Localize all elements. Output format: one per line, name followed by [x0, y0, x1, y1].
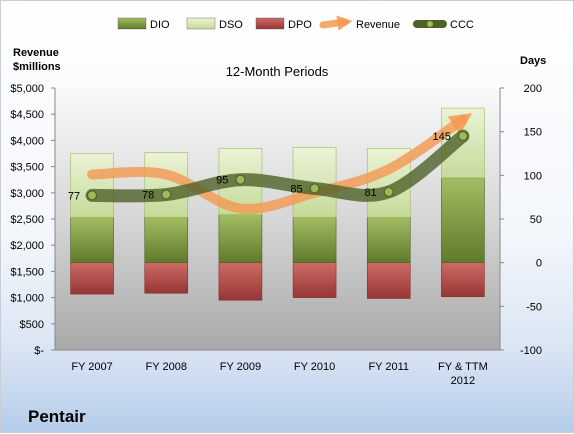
legend-dio-swatch [117, 17, 147, 30]
left-axis-title-line1: Revenue [13, 47, 59, 59]
category-label-line2: 2012 [451, 375, 475, 387]
right-tick-label: 50 [530, 214, 542, 226]
left-tick-label: $1,000 [10, 293, 44, 305]
dpo-bar [218, 262, 263, 301]
ccc-data-label: 95 [216, 175, 228, 187]
left-tick-label: $4,000 [10, 135, 44, 147]
legend-label: DIO [150, 19, 170, 31]
dio-bar [441, 177, 485, 263]
left-tick-label: $500 [20, 319, 44, 331]
dpo-bar [292, 262, 337, 298]
left-tick-label: $3,500 [10, 162, 44, 174]
left-axis-ticks: $- $500 $1,000 $1,500 $2,000 $2,500 $3,000 $3,5… [10, 83, 55, 357]
revenue-line [87, 113, 473, 214]
dio-bar [70, 216, 114, 263]
ccc-line [85, 129, 470, 203]
dpo-bar [144, 262, 189, 294]
left-tick-label: $1,500 [10, 266, 44, 278]
right-tick-label: 150 [524, 127, 542, 139]
legend-label: DSO [219, 19, 243, 31]
legend-label: Revenue [356, 19, 400, 31]
left-tick-label: $3,000 [10, 188, 44, 200]
legend-revenue-swatch [319, 15, 353, 31]
ccc-point [161, 189, 172, 200]
plot-area [55, 88, 500, 350]
right-axis-ticks: -100 -50 0 50 100 150 200 [500, 83, 542, 357]
right-tick-label: -100 [520, 345, 542, 357]
right-tick-label: 200 [524, 83, 542, 95]
left-tick-label: $4,500 [10, 109, 44, 121]
company-name: Pentair [28, 407, 86, 426]
ccc-data-label: 85 [290, 183, 302, 195]
legend-ccc-marker [426, 20, 434, 28]
legend-label: DPO [288, 19, 312, 31]
dio-bar [218, 214, 263, 263]
category-label: FY 2007 [71, 361, 112, 373]
right-tick-label: -50 [526, 301, 542, 313]
revenue-series [87, 113, 473, 214]
ccc-data-label: 145 [433, 131, 451, 143]
dio-bar [144, 216, 189, 263]
dpo-bar [441, 262, 485, 298]
left-tick-label: $2,000 [10, 240, 44, 252]
dio-bar [292, 216, 337, 263]
right-axis-title: Days [520, 55, 546, 67]
ccc-series: 77 78 95 85 81 145 [68, 129, 470, 203]
left-tick-label: $- [34, 345, 44, 357]
legend-label: CCC [450, 19, 474, 31]
dio-bar [366, 216, 411, 263]
left-tick-label: $2,500 [10, 214, 44, 226]
category-label: FY & TTM [438, 361, 488, 373]
legend-dpo-swatch [255, 17, 285, 30]
right-tick-label: 100 [524, 170, 542, 182]
ccc-data-label: 77 [68, 190, 80, 202]
dpo-bar [70, 262, 114, 295]
left-tick-label: $5,000 [10, 83, 44, 95]
ccc-point [86, 190, 98, 201]
ccc-data-label: 81 [365, 187, 377, 199]
chart-title: 12-Month Periods [226, 64, 329, 79]
category-labels: FY 2007 FY 2008 FY 2009 FY 2010 FY 2011 FY & … [71, 361, 487, 387]
category-label: FY 2009 [220, 361, 261, 373]
ccc-point [383, 186, 394, 198]
category-label: FY 2008 [146, 361, 187, 373]
category-label: FY 2011 [368, 361, 409, 373]
legend-dso-swatch [186, 17, 216, 30]
dpo-bar [366, 262, 411, 299]
legend: DIO DSO DPO Revenue CCC [117, 15, 474, 31]
ccc-point [309, 183, 320, 194]
left-axis-title-line2: $millions [13, 61, 61, 73]
dso-bar [70, 153, 114, 218]
category-label: FY 2010 [294, 361, 335, 373]
ccc-point [235, 174, 246, 185]
ccc-point [457, 130, 469, 142]
right-tick-label: 0 [536, 258, 542, 270]
ccc-data-label: 78 [142, 190, 154, 202]
